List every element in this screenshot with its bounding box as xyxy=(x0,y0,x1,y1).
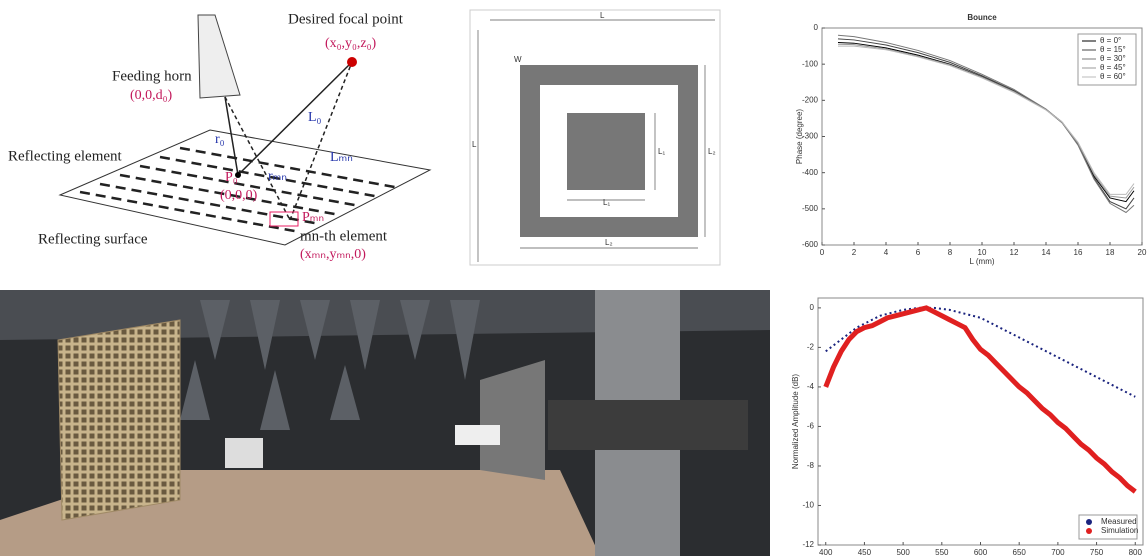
y-tick-label: 0 xyxy=(814,23,819,32)
absorber xyxy=(480,360,545,480)
y-tick-label: -10 xyxy=(802,501,814,510)
y-tick-label: -12 xyxy=(802,540,814,549)
y-axis-label: Normalized Amplitude (dB) xyxy=(791,374,800,469)
legend-label: θ = 45° xyxy=(1100,63,1126,72)
legend-swatch xyxy=(1086,519,1092,525)
label: Reflecting element xyxy=(8,148,123,164)
chart: 0 -2 -4 -6 -8 -10 -12 400 450 500 550 600 650 700 750 8… xyxy=(791,298,1143,556)
y-tick-label: 0 xyxy=(810,303,815,312)
series-line xyxy=(826,308,1136,492)
reflectarray xyxy=(58,320,180,520)
x-tick-label: 400 xyxy=(819,548,833,556)
plot-frame xyxy=(818,298,1143,545)
x-tick-label: 800 xyxy=(1129,548,1143,556)
y-tick-label: -100 xyxy=(802,59,819,68)
chart-title: Bounce xyxy=(967,13,997,22)
unit-cell: L W L L₁ L₂ L₁ L₂ xyxy=(470,10,720,265)
x-tick-label: 600 xyxy=(974,548,988,556)
label: Lₘₙ xyxy=(330,150,353,165)
dim-label: L₂ xyxy=(708,147,716,156)
dim-label: L xyxy=(472,140,477,149)
dim-label: L₁ xyxy=(603,198,610,207)
y-axis-label: Phase (degree) xyxy=(795,109,804,164)
legend-label: θ = 15° xyxy=(1100,45,1126,54)
dim-label: L₁ xyxy=(658,147,665,156)
y-tick-label: -6 xyxy=(807,422,815,431)
photo xyxy=(0,290,770,556)
y-tick-label: -4 xyxy=(807,382,815,391)
dim-label: L₂ xyxy=(605,238,613,247)
x-tick-label: 12 xyxy=(1010,248,1019,257)
legend-label: θ = 30° xyxy=(1100,54,1126,63)
diagram: Desired focal point (x₀,y₀,z₀) Feeding h… xyxy=(8,11,430,262)
label: Desired focal point xyxy=(288,11,404,27)
y-tick-label: -500 xyxy=(802,204,819,213)
x-tick-label: 700 xyxy=(1051,548,1065,556)
x-tick-label: 550 xyxy=(935,548,949,556)
label: rₘₙ xyxy=(268,169,287,184)
legend-label: Simulation xyxy=(1101,526,1138,535)
label: (0,0,d₀) xyxy=(130,88,173,103)
horn xyxy=(198,15,240,98)
legend-label: Measured xyxy=(1101,517,1137,526)
label: (x₀,y₀,z₀) xyxy=(325,36,377,51)
label: P₀ xyxy=(225,170,238,185)
legend-label: θ = 0° xyxy=(1100,36,1121,45)
legend-label: θ = 60° xyxy=(1100,72,1126,81)
label: Feeding horn xyxy=(112,68,192,84)
label: (xₘₙ,yₘₙ,0) xyxy=(300,247,366,262)
patch xyxy=(567,113,645,190)
label: L₀ xyxy=(308,110,322,125)
x-tick-label: 750 xyxy=(1090,548,1104,556)
x-tick-label: 10 xyxy=(978,248,987,257)
x-tick-label: 0 xyxy=(820,248,825,257)
focal-point xyxy=(347,57,357,67)
scanner xyxy=(548,400,748,450)
x-tick-label: 20 xyxy=(1138,248,1147,257)
dim-label: L xyxy=(600,11,605,20)
label: Reflecting surface xyxy=(38,231,148,247)
x-tick-label: 14 xyxy=(1042,248,1051,257)
x-axis-label: L (mm) xyxy=(969,257,994,266)
x-tick-label: 18 xyxy=(1106,248,1115,257)
y-tick-label: -400 xyxy=(802,168,819,177)
feed xyxy=(225,438,263,468)
legend-swatch xyxy=(1086,528,1092,534)
y-tick-label: -2 xyxy=(807,343,815,352)
x-tick-label: 4 xyxy=(884,248,889,257)
label: Pₘₙ xyxy=(302,210,324,225)
x-tick-label: 16 xyxy=(1074,248,1083,257)
y-tick-label: -8 xyxy=(807,461,815,470)
x-tick-label: 450 xyxy=(858,548,872,556)
y-tick-label: -300 xyxy=(802,132,819,141)
probe xyxy=(455,425,500,445)
x-tick-label: 500 xyxy=(896,548,910,556)
label: r₀ xyxy=(215,132,225,147)
dim-label: W xyxy=(514,55,522,64)
x-tick-label: 6 xyxy=(916,248,921,257)
label: mn-th element xyxy=(300,228,388,244)
x-tick-label: 2 xyxy=(852,248,857,257)
y-tick-label: -200 xyxy=(802,95,819,104)
y-tick-label: -600 xyxy=(802,240,819,249)
label: (0,0,0) xyxy=(220,188,258,203)
x-tick-label: 8 xyxy=(948,248,953,257)
figure: Desired focal point (x₀,y₀,z₀) Feeding h… xyxy=(0,0,1147,556)
x-tick-label: 650 xyxy=(1013,548,1027,556)
